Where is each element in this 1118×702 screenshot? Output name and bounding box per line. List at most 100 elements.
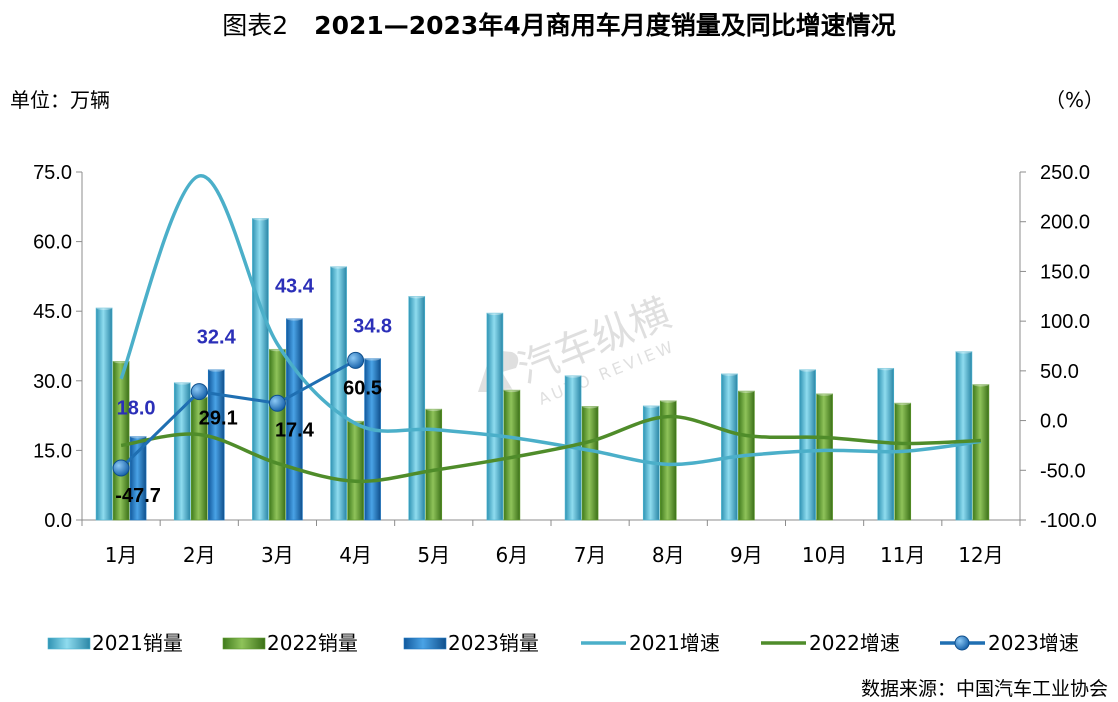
bar-top-highlight: [364, 356, 381, 361]
bar-2022销量: [659, 400, 677, 521]
point-2023增速: [268, 394, 286, 412]
bar-2021销量: [330, 266, 347, 521]
bar-2023销量: [129, 436, 147, 521]
line-label-2023: -47.7: [115, 485, 161, 507]
axes: 0.0 15.0 30.0 45.0 60.0 75.0 -100.0 -50.0 0.0 50.…: [33, 162, 1097, 567]
x-tick-label: 3月: [261, 543, 294, 567]
bar-top-highlight: [330, 264, 347, 269]
x-tick-label: 10月: [802, 543, 847, 567]
bar-top-highlight: [816, 391, 833, 396]
data-source: 数据来源：中国汽车工业协会: [860, 678, 1108, 700]
x-tick-label: 5月: [417, 543, 450, 567]
bar-2021销量: [721, 373, 738, 521]
bar-top-highlight: [174, 380, 191, 385]
bar-top-highlight: [408, 294, 425, 299]
line-label-2023: 17.4: [275, 419, 315, 441]
line-label-2023: 29.1: [199, 408, 238, 430]
legend-label-2021增速: 2021增速: [629, 631, 720, 655]
right-tick-label: 150.0: [1040, 261, 1090, 283]
bar-top-highlight: [877, 366, 894, 371]
x-tick-label: 6月: [496, 543, 529, 567]
left-tick-label: 15.0: [33, 440, 72, 462]
chart-main-title: 2021—2023年4月商用车月度销量及同比增速情况: [314, 11, 896, 40]
right-tick-label: 250.0: [1040, 162, 1090, 184]
bar-top-highlight: [955, 349, 972, 354]
bar-label-2023: 34.8: [353, 316, 392, 338]
bar-label-2023: 32.4: [197, 327, 237, 349]
legend-label-2022销量: 2022销量: [267, 631, 358, 655]
bar-2021销量: [252, 218, 269, 521]
bar-top-highlight: [643, 403, 660, 408]
bar-2022销量: [347, 420, 364, 521]
bar-top-highlight: [286, 316, 303, 321]
right-tick-label: -100.0: [1040, 510, 1097, 532]
bar-top-highlight: [738, 389, 755, 394]
line-label-2023: 60.5: [343, 377, 382, 399]
legend-label-2022增速: 2022增速: [809, 631, 900, 655]
x-tick-label: 8月: [652, 543, 685, 567]
line-2021增速: [119, 174, 982, 467]
bar-label-2023: 18.0: [117, 397, 156, 419]
line-2023增速: [120, 359, 357, 470]
point-2023增速: [112, 459, 130, 477]
bar-top-highlight: [130, 434, 147, 439]
point-2023增速: [190, 383, 208, 401]
legend-swatch-2022销量: [222, 637, 266, 650]
bar-top-highlight: [208, 367, 225, 372]
bar-top-highlight: [565, 373, 582, 378]
right-axis-unit: （%）: [1044, 88, 1104, 112]
bar-top-highlight: [582, 404, 599, 409]
x-tick-label: 7月: [574, 543, 607, 567]
legend-label-2023增速: 2023增速: [988, 631, 1079, 655]
legend-marker-2023增速: [954, 635, 970, 651]
legend-swatch-2023销量: [403, 637, 447, 650]
x-tick-label: 4月: [339, 543, 372, 567]
bar-top-highlight: [96, 305, 113, 310]
bar-label-2023: 43.4: [275, 276, 315, 298]
bar-2022销量: [581, 406, 599, 521]
right-tick-label: 200.0: [1040, 212, 1090, 234]
left-tick-label: 45.0: [33, 301, 72, 323]
bar-2023销量: [207, 369, 225, 521]
bar-top-highlight: [486, 311, 503, 316]
x-tick-label: 12月: [958, 543, 1003, 567]
chart-title: 图表2 2021—2023年4月商用车月度销量及同比增速情况: [0, 6, 1118, 42]
bar-2022销量: [816, 393, 833, 521]
bar-2021销量: [799, 369, 816, 521]
bar-top-highlight: [721, 371, 738, 376]
legend-label-2021销量: 2021销量: [92, 631, 183, 655]
point-2023增速: [347, 351, 365, 369]
bar-2022销量: [112, 361, 130, 521]
right-tick-label: 50.0: [1040, 361, 1079, 383]
bar-top-highlight: [972, 382, 989, 387]
x-tick-label: 11月: [880, 543, 925, 567]
left-tick-label: 60.0: [33, 232, 72, 254]
bar-top-highlight: [503, 388, 520, 393]
bar-2022销量: [425, 408, 443, 521]
left-axis-unit: 单位：万辆: [10, 88, 110, 112]
bar-2021销量: [408, 296, 426, 521]
line-2022增速: [120, 414, 981, 484]
legend-label-2023销量: 2023销量: [448, 631, 539, 655]
bar-2021销量: [95, 307, 113, 521]
data-labels: 18.0 32.4 43.4 34.8 -47.7 29.1 17.4 60.5: [115, 276, 392, 507]
right-tick-label: 100.0: [1040, 311, 1090, 333]
bar-top-highlight: [660, 398, 677, 403]
legend-swatch-2021销量: [47, 637, 91, 650]
bar-top-highlight: [252, 216, 269, 221]
bar-2021销量: [486, 312, 504, 521]
right-tick-label: 0.0: [1040, 411, 1068, 433]
left-tick-label: 30.0: [33, 371, 72, 393]
right-tick-label: -50.0: [1040, 460, 1086, 482]
line-series: [112, 174, 982, 484]
bar-top-highlight: [799, 367, 816, 372]
bar-2022销量: [972, 384, 990, 521]
x-tick-label: 2月: [183, 543, 216, 567]
bar-top-highlight: [894, 401, 911, 406]
left-tick-label: 75.0: [33, 162, 72, 184]
legend: 2021销量 2022销量 2023销量 2021增速 2022增速 2023增速: [47, 631, 1079, 655]
bar-2021销量: [955, 351, 973, 521]
bar-2021销量: [173, 382, 191, 521]
